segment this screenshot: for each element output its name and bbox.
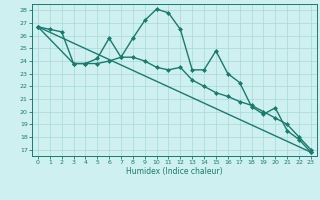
X-axis label: Humidex (Indice chaleur): Humidex (Indice chaleur) <box>126 167 223 176</box>
